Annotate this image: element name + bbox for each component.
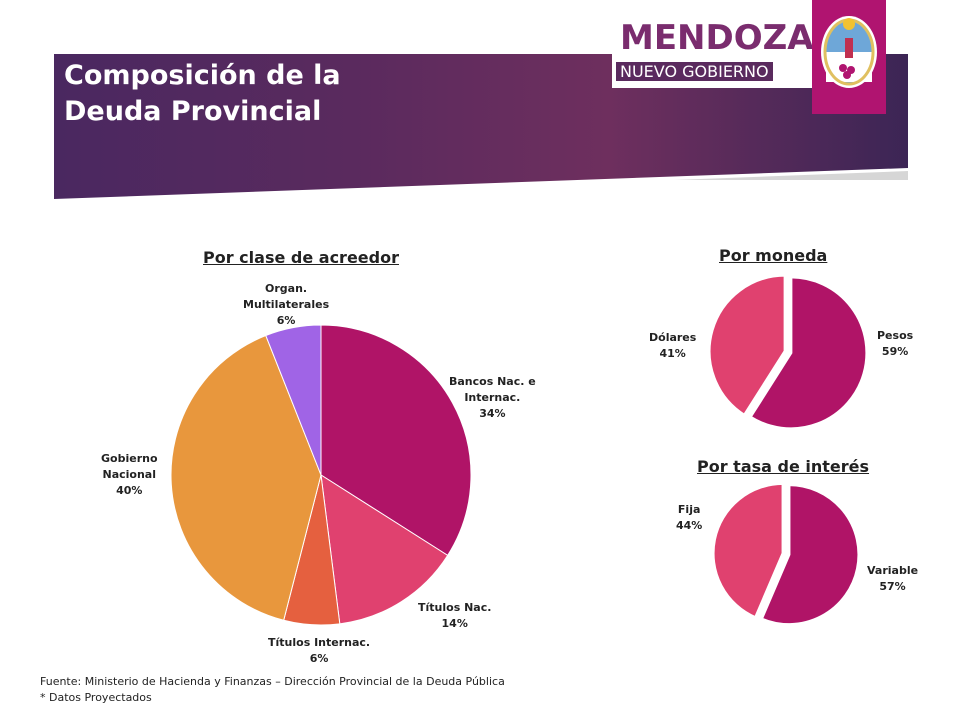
label-titulos-internac-pct: 6% [309,652,329,665]
logo-mendoza: MENDOZA [620,18,814,58]
label-organ-line2: Multilaterales [243,298,330,311]
label-fija-pct: 44% [676,519,703,532]
page-title: Composición de la Deuda Provincial [64,58,484,130]
label-titulos-nac-line1: Títulos Nac. [418,601,492,614]
pie-slice-fija [711,481,785,620]
pie-slice-pesos [748,275,869,431]
source-note: Fuente: Ministerio de Hacienda y Finanza… [40,675,505,688]
label-titulos-internac-line1: Títulos Internac. [268,636,371,649]
header-diagonal-edge [54,168,908,204]
label-titulos-nac: Títulos Nac. 14% [418,600,491,632]
label-organ-pct: 6% [276,314,296,327]
chart-title-acreedor: Por clase de acreedor [203,248,399,267]
label-fija-line1: Fija [677,503,701,516]
label-variable-pct: 57% [879,580,906,593]
label-bancos-line2: Internac. [464,391,521,404]
projected-note: * Datos Proyectados [40,691,152,704]
label-organ-line1: Organ. [265,282,308,295]
label-pesos-pct: 59% [881,345,909,358]
page-title-line2: Deuda Provincial [64,96,322,127]
chart-title-tasa: Por tasa de interés [697,457,870,476]
label-organ: Organ. Multilaterales 6% [243,281,329,329]
label-titulos-internac: Títulos Internac. 6% [268,635,370,667]
label-bancos: Bancos Nac. e Internac. 34% [449,374,536,422]
pie-slice-variable [759,483,861,627]
label-gobierno-line2: Nacional [102,468,157,481]
label-gobierno: Gobierno Nacional 40% [101,451,158,499]
chart-title-moneda: Por moneda [719,246,828,265]
label-gobierno-pct: 40% [116,484,143,497]
label-bancos-line1: Bancos Nac. e [449,375,536,388]
label-dolares-pct: 41% [659,347,686,360]
page-title-line1: Composición de la [64,60,341,91]
logo-nuevo-gobierno: NUEVO GOBIERNO [616,62,773,81]
label-dolares: Dólares 41% [649,330,696,362]
label-gobierno-line1: Gobierno [101,452,158,465]
pie-slice-gobierno [170,334,322,621]
label-dolares-line1: Dólares [649,331,697,344]
pie-slice-bancos [320,324,472,557]
label-variable-line1: Variable [867,564,919,577]
pie-slice-titulos-nac [320,474,449,625]
pie-slice-organ [265,324,322,476]
label-variable: Variable 57% [867,563,918,595]
label-fija: Fija 44% [676,502,702,534]
label-pesos-line1: Pesos [877,329,914,342]
label-pesos: Pesos 59% [877,328,913,360]
label-titulos-nac-pct: 14% [441,617,468,630]
pie-slice-dolares [707,273,787,418]
label-bancos-pct: 34% [479,407,506,420]
